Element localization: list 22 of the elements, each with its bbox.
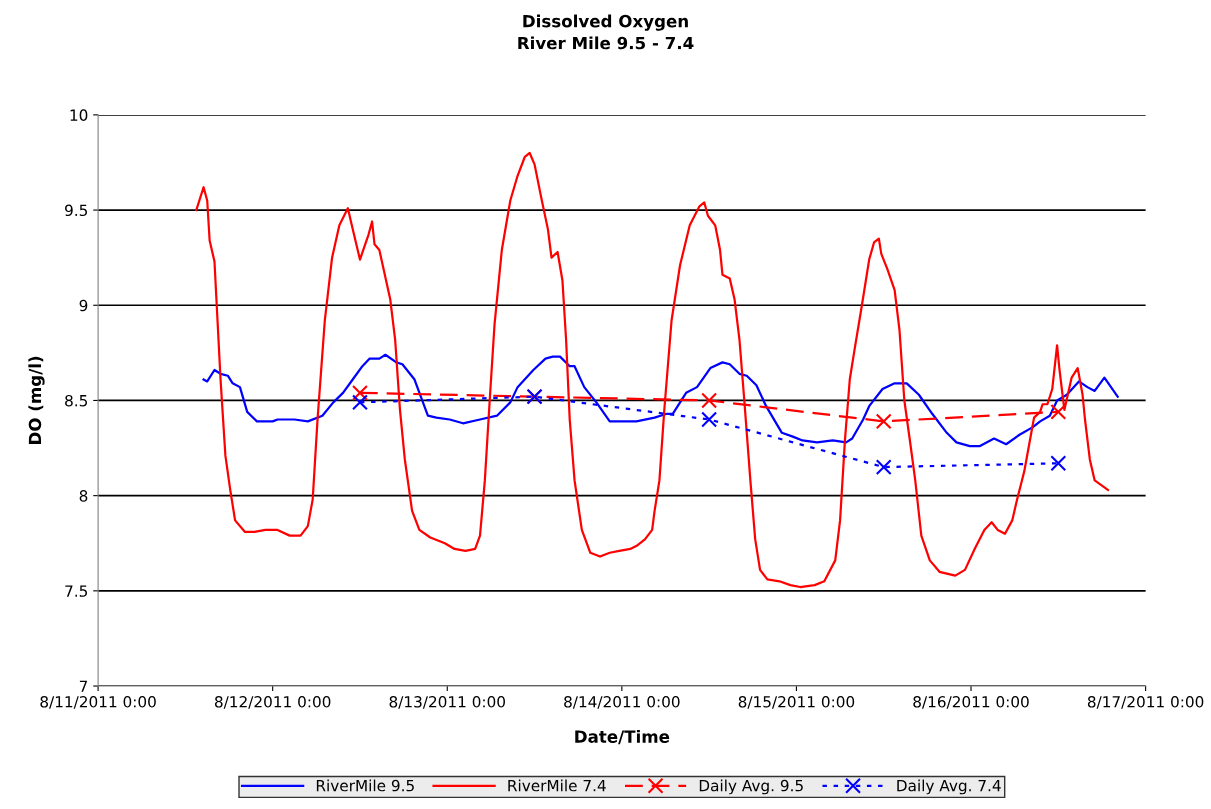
y-tick-label: 8 bbox=[79, 490, 88, 502]
x-tick-label: 8/17/2011 0:00 bbox=[1087, 696, 1204, 709]
y-tick-label: 10 bbox=[70, 109, 88, 121]
y-tick-label: 9 bbox=[79, 299, 88, 312]
x-tick-label: 8/16/2011 0:00 bbox=[913, 696, 1029, 709]
legend-label: Daily Avg. 9.5 bbox=[699, 779, 803, 795]
chart-title: Dissolved Oxygen bbox=[523, 14, 688, 31]
x-tick-label: 8/13/2011 0:00 bbox=[389, 696, 505, 709]
y-tick-label: 7.5 bbox=[65, 585, 88, 597]
x-tick-label: 8/12/2011 0:00 bbox=[214, 696, 331, 709]
legend-label: Daily Avg. 7.4 bbox=[897, 779, 1001, 795]
chart-subtitle: River Mile 9.5 - 7.4 bbox=[518, 36, 694, 50]
y-tick-label: 8.5 bbox=[65, 394, 88, 407]
legend-label: RiverMile 7.4 bbox=[508, 779, 606, 792]
y-tick-label: 7 bbox=[79, 680, 88, 692]
legend-label: RiverMile 9.5 bbox=[316, 779, 414, 792]
x-tick-label: 8/11/2011 0:00 bbox=[40, 696, 156, 709]
y-axis-title: DO (mg/l) bbox=[28, 356, 45, 444]
x-tick-label: 8/14/2011 0:00 bbox=[564, 696, 680, 709]
y-tick-label: 9.5 bbox=[65, 204, 88, 217]
x-axis-title: Date/Time bbox=[575, 729, 670, 745]
x-tick-label: 8/15/2011 0:00 bbox=[738, 696, 855, 709]
